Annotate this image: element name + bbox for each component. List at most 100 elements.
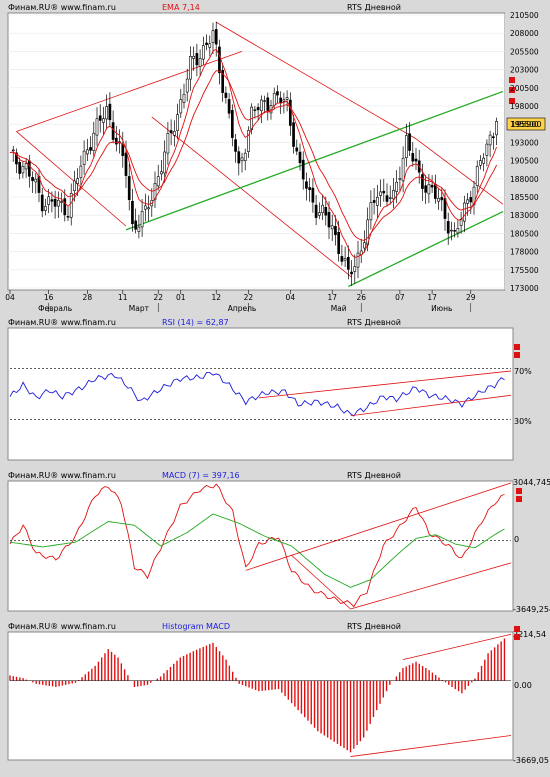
price-y-tick-label: 190500	[510, 157, 539, 166]
candle-body	[134, 220, 138, 230]
candle-body	[18, 162, 22, 174]
candle-body	[427, 184, 431, 195]
x-tick-label: 12	[211, 293, 221, 302]
price-y-tick-label: 180500	[510, 229, 539, 238]
candle-body	[350, 271, 353, 275]
candle-body	[334, 226, 337, 236]
candle-body	[272, 93, 276, 106]
trend-green-2	[348, 210, 504, 288]
candle-body	[176, 114, 179, 131]
ema-7-line	[9, 48, 498, 259]
candle-body	[379, 191, 382, 196]
candle-body	[201, 45, 205, 60]
price-marker-2	[509, 87, 515, 93]
candle-body	[466, 199, 469, 204]
hist-axis-zero: 0.00	[514, 681, 532, 690]
candle-body	[137, 226, 141, 232]
candle-body	[111, 122, 115, 140]
candle-body	[392, 189, 395, 200]
hist-indicator: Histogram MACD	[162, 622, 230, 631]
x-tick-label: 17	[327, 293, 337, 302]
macd-trend-lower	[350, 562, 512, 610]
price-y-tick-label: 185500	[510, 193, 539, 202]
x-month-label: Май	[331, 304, 347, 313]
candle-body	[301, 159, 305, 180]
candle-body	[179, 99, 183, 114]
candle-body	[321, 204, 324, 214]
candle-body	[63, 198, 67, 216]
rsi-marker-1	[514, 344, 520, 350]
rsi-trend-lower	[350, 394, 512, 417]
candle-body	[495, 120, 498, 136]
candle-body	[163, 151, 167, 174]
hist-source: Финам.RU® www.finam.ru	[8, 622, 116, 631]
rsi-marker-2	[514, 352, 520, 358]
candle-body	[34, 178, 38, 183]
trend-green-1	[125, 90, 504, 231]
hist-marker-2	[514, 634, 520, 640]
candle-body	[488, 134, 492, 146]
candle-body	[369, 202, 373, 221]
candle-body	[53, 198, 57, 207]
x-month-label: Апрель	[228, 304, 257, 313]
candle-body	[276, 91, 279, 96]
candle-body	[295, 147, 299, 152]
price-y-tick-label: 175500	[510, 266, 539, 275]
price-y-tick-label: 208000	[510, 29, 539, 38]
rsi-level-70-label: 70%	[514, 367, 532, 376]
rsi-instrument: RTS Дневной	[347, 318, 401, 327]
candle-body	[189, 55, 192, 80]
candle-body	[102, 118, 105, 123]
x-tick-label: 29	[466, 293, 476, 302]
candle-body	[440, 197, 444, 201]
price-y-tick-label: 195500	[510, 120, 539, 129]
candle-body	[395, 181, 399, 192]
candle-body	[256, 107, 260, 111]
candle-body	[298, 151, 302, 164]
macd-axis-zero: 0	[514, 535, 519, 544]
x-month-label: Март	[129, 304, 150, 313]
candle-body	[92, 132, 96, 151]
candle-body	[388, 197, 392, 200]
candle-body	[340, 256, 344, 262]
candle-body	[330, 225, 334, 230]
candle-body	[66, 216, 70, 218]
candle-body	[398, 178, 402, 180]
rsi-line	[9, 372, 505, 417]
x-tick-label: 28	[83, 293, 93, 302]
candle-body	[485, 143, 489, 156]
price-y-tick-label: 173000	[510, 284, 539, 293]
macd-trend-down	[291, 555, 351, 610]
candle-body	[160, 171, 163, 175]
x-tick-label: 22	[244, 293, 254, 302]
candle-body	[279, 97, 283, 104]
hist-axis-top: 2214,54	[513, 630, 546, 639]
candle-body	[356, 252, 360, 268]
candle-body	[491, 136, 495, 138]
candle-body	[337, 232, 341, 254]
candle-body	[234, 139, 237, 152]
candle-body	[60, 201, 63, 203]
candle-body	[140, 210, 144, 228]
candle-body	[85, 149, 89, 155]
price-y-tick-label: 198000	[510, 102, 539, 111]
candle-body	[253, 109, 257, 111]
candle-body	[172, 131, 176, 136]
macd-marker-1	[516, 488, 522, 494]
price-y-tick-label: 183000	[510, 211, 539, 220]
candle-body	[131, 200, 134, 225]
candle-body	[401, 157, 405, 182]
candle-body	[469, 197, 473, 203]
price-instrument: RTS Дневной	[347, 3, 401, 12]
x-tick-label: 01	[176, 293, 186, 302]
candle-body	[76, 178, 80, 184]
last-price-box	[506, 117, 546, 131]
candle-body	[482, 157, 486, 164]
price-y-tick-label: 178000	[510, 248, 539, 257]
price-y-tick-label: 188000	[510, 175, 539, 184]
trend-red-5	[151, 116, 352, 278]
candle-body	[259, 99, 263, 112]
candle-body	[414, 158, 418, 162]
hist-instrument: RTS Дневной	[347, 622, 401, 631]
